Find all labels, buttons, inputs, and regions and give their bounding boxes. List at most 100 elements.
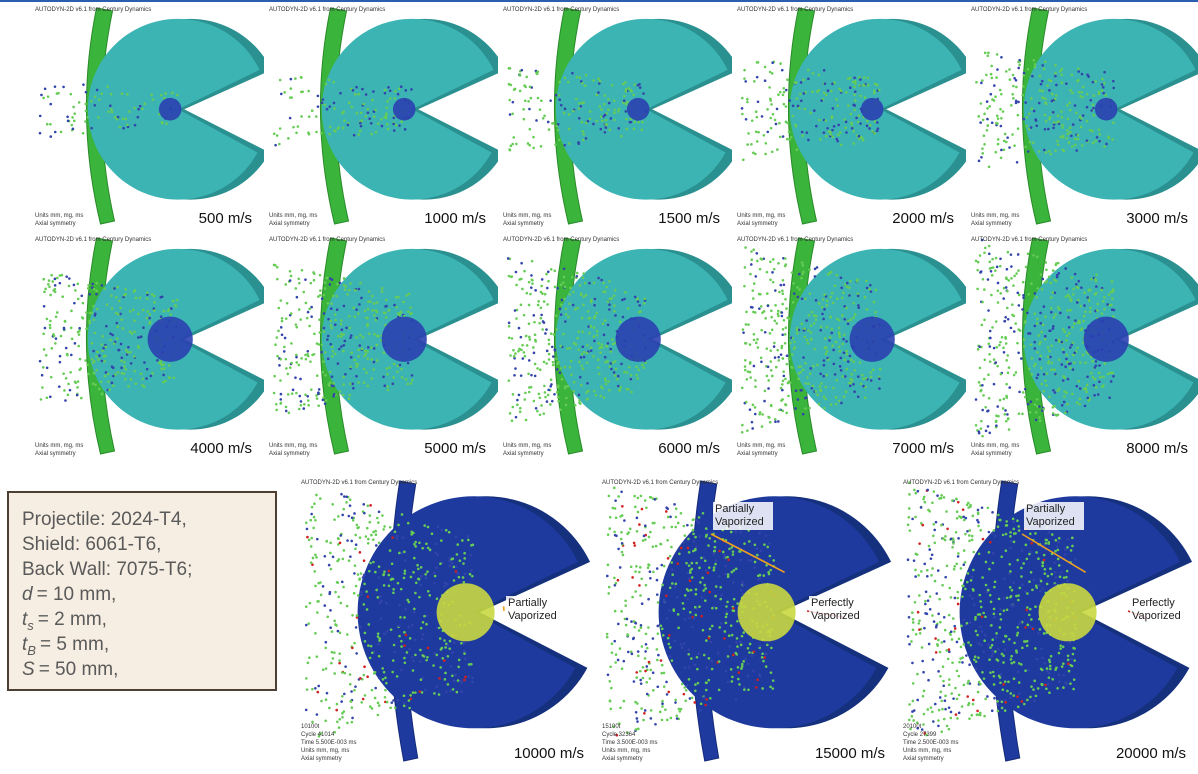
- debris-particle: [1039, 628, 1042, 631]
- debris-particle: [1024, 396, 1027, 399]
- debris-particle: [170, 307, 173, 310]
- debris-particle: [1102, 86, 1105, 89]
- debris-particle: [346, 539, 349, 542]
- debris-particle: [759, 411, 762, 414]
- debris-particle: [640, 707, 643, 710]
- debris-particle: [930, 706, 933, 709]
- debris-particle: [446, 644, 449, 647]
- debris-particle: [336, 703, 339, 706]
- debris-particle: [722, 551, 725, 554]
- debris-particle: [395, 306, 398, 309]
- debris-particle: [799, 371, 802, 374]
- debris-particle: [637, 654, 640, 657]
- debris-particle: [1108, 396, 1111, 399]
- debris-particle: [362, 336, 365, 339]
- debris-particle: [1044, 97, 1047, 100]
- debris-particle: [1027, 332, 1030, 335]
- debris-particle: [367, 542, 370, 545]
- debris-particle: [989, 646, 992, 649]
- debris-particle: [276, 266, 279, 269]
- debris-particle: [1099, 133, 1102, 136]
- debris-particle: [79, 367, 82, 370]
- debris-particle: [609, 516, 612, 519]
- debris-particle: [1066, 580, 1069, 583]
- debris-particle: [522, 108, 525, 111]
- debris-particle: [44, 327, 47, 330]
- debris-particle: [427, 590, 430, 593]
- debris-particle: [448, 565, 451, 568]
- debris-particle: [431, 533, 434, 536]
- debris-particle: [597, 77, 600, 80]
- debris-particle: [918, 542, 921, 545]
- debris-particle: [1036, 318, 1039, 321]
- debris-particle: [1085, 388, 1088, 391]
- debris-particle: [313, 516, 316, 519]
- debris-particle: [306, 536, 309, 539]
- debris-particle: [993, 683, 996, 686]
- debris-particle: [370, 645, 373, 648]
- debris-particle: [1069, 367, 1072, 370]
- debris-particle: [333, 107, 336, 110]
- debris-particle: [840, 144, 843, 147]
- debris-particle: [1112, 87, 1115, 90]
- symmetry-text: Axial symmetry: [971, 221, 1012, 227]
- debris-particle: [120, 343, 123, 346]
- debris-particle: [847, 104, 850, 107]
- debris-particle: [746, 429, 749, 432]
- debris-particle: [518, 278, 521, 281]
- debris-particle: [774, 418, 777, 421]
- debris-particle: [384, 92, 387, 95]
- debris-particle: [358, 577, 361, 580]
- debris-particle: [363, 559, 366, 562]
- debris-particle: [392, 376, 395, 379]
- debris-particle: [80, 294, 83, 297]
- debris-particle: [403, 572, 406, 575]
- debris-particle: [927, 679, 930, 682]
- debris-particle: [1101, 89, 1104, 92]
- debris-particle: [366, 108, 369, 111]
- debris-particle: [359, 536, 362, 539]
- debris-particle: [818, 403, 821, 406]
- debris-particle: [565, 313, 568, 316]
- debris-particle: [1024, 101, 1027, 104]
- debris-particle: [841, 296, 844, 299]
- debris-particle: [389, 89, 392, 92]
- debris-particle: [360, 701, 363, 704]
- debris-particle: [49, 135, 52, 138]
- debris-particle: [725, 605, 728, 608]
- debris-particle: [1003, 609, 1006, 612]
- debris-particle: [142, 309, 145, 312]
- debris-particle: [848, 286, 851, 289]
- debris-particle: [401, 552, 404, 555]
- debris-particle: [991, 98, 994, 101]
- debris-particle: [50, 274, 53, 277]
- debris-particle: [935, 624, 938, 627]
- debris-particle: [1027, 68, 1030, 71]
- debris-particle: [660, 624, 663, 627]
- debris-particle: [509, 113, 512, 116]
- debris-particle: [48, 279, 51, 282]
- debris-particle: [357, 349, 360, 352]
- debris-particle: [988, 551, 991, 554]
- debris-particle: [153, 301, 156, 304]
- debris-particle: [1029, 696, 1032, 699]
- debris-particle: [103, 360, 106, 363]
- debris-particle: [835, 274, 838, 277]
- debris-particle: [1023, 74, 1026, 77]
- debris-particle: [368, 332, 371, 335]
- debris-particle: [749, 273, 752, 276]
- debris-particle: [983, 134, 986, 137]
- debris-particle: [1056, 389, 1059, 392]
- debris-particle: [275, 409, 278, 412]
- debris-particle: [571, 276, 574, 279]
- debris-particle: [607, 108, 610, 111]
- debris-particle: [1067, 662, 1070, 665]
- debris-particle: [830, 90, 833, 93]
- debris-particle: [1054, 584, 1057, 587]
- debris-particle: [649, 677, 652, 680]
- software-header: AUTODYN-2D v6.1 from Century Dynamics: [737, 237, 853, 243]
- debris-particle: [514, 309, 517, 312]
- debris-particle: [531, 260, 534, 263]
- debris-particle: [1082, 86, 1085, 89]
- debris-particle: [610, 687, 613, 690]
